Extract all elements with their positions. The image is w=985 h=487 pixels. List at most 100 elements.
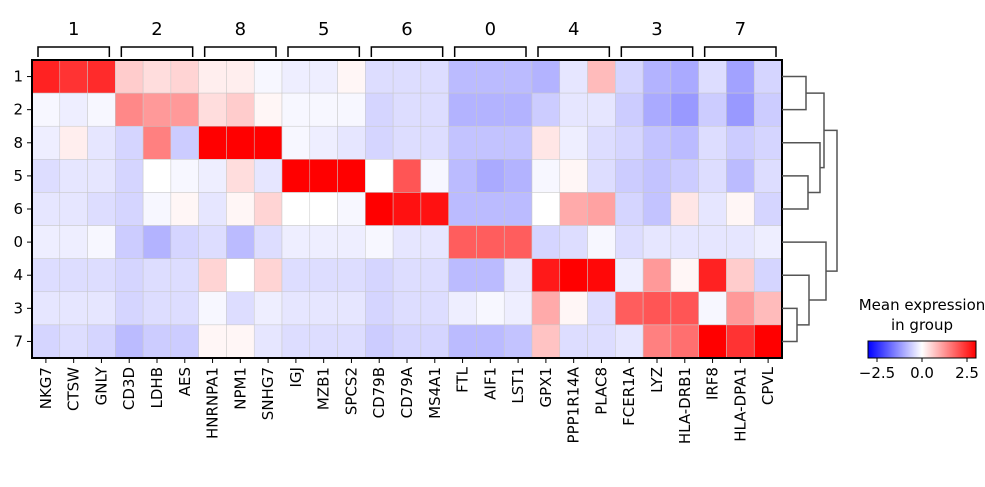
heatmap-cell [642, 324, 672, 359]
heatmap-cell [587, 159, 616, 193]
heatmap-cell [309, 291, 338, 326]
heatmap-cell [253, 291, 283, 326]
heatmap-cell [670, 258, 699, 293]
heatmap-cell [253, 159, 283, 193]
heatmap-cell [642, 258, 672, 293]
heatmap-cell [281, 324, 311, 359]
heatmap-cell [698, 225, 727, 259]
heatmap-cell [615, 225, 644, 259]
row-label: 6 [13, 200, 23, 218]
heatmap-cell [253, 324, 283, 359]
heatmap-cell [365, 291, 394, 326]
group-bracket [537, 46, 611, 57]
heatmap-cell [559, 258, 588, 293]
row-label: 0 [13, 233, 23, 251]
heatmap-cell [615, 291, 644, 326]
heatmap-cell [670, 92, 699, 127]
dendrogram-link [782, 75, 807, 111]
heatmap-cell [448, 291, 477, 326]
heatmap-cell [698, 92, 727, 127]
heatmap-cell [142, 258, 172, 293]
heatmap-cell [253, 92, 283, 127]
heatmap-cell [392, 324, 422, 359]
heatmap-cell [281, 225, 311, 259]
heatmap-cell [726, 225, 755, 259]
heatmap-cell [753, 324, 783, 359]
heatmap-cell [615, 125, 644, 160]
heatmap-cell [198, 125, 227, 160]
column-label: CD3D [120, 367, 138, 410]
heatmap-cell [59, 125, 88, 160]
heatmap-cell [365, 192, 394, 226]
heatmap-cell [142, 92, 172, 127]
heatmap-cell [142, 159, 172, 193]
heatmap-cell [309, 324, 338, 359]
heatmap-cell [642, 59, 672, 94]
heatmap-cell [642, 225, 672, 259]
row-label: 8 [13, 134, 23, 152]
heatmap-cell [392, 225, 422, 259]
heatmap-cell [59, 92, 88, 127]
heatmap-cell [503, 125, 533, 160]
heatmap-cell [753, 159, 783, 193]
heatmap-cell [559, 225, 588, 259]
column-labels: NKG7 CTSW GNLY CD3D LDHB AES HNRNPA1 NPM1 SNHG7 I… [37, 358, 777, 444]
heatmap-cell [476, 225, 505, 259]
heatmap-cell [87, 125, 116, 160]
row-label: 1 [13, 68, 23, 86]
group-bracket [37, 46, 111, 57]
group-bracket [287, 46, 361, 57]
heatmap-cell [281, 59, 311, 94]
column-label: HLA-DRB1 [676, 367, 694, 444]
column-label: MS4A1 [426, 367, 444, 419]
heatmap-cell [420, 225, 449, 259]
heatmap-cell [31, 258, 61, 293]
heatmap-cell [531, 291, 561, 326]
heatmap-cell [726, 192, 755, 226]
heatmap-cell [142, 291, 172, 326]
heatmap-cell [503, 324, 533, 359]
heatmap-cell [142, 59, 172, 94]
heatmap-cell [59, 192, 88, 226]
heatmap-cell [115, 225, 144, 259]
group-bracket [453, 46, 527, 57]
column-label: NKG7 [37, 367, 55, 409]
heatmap-cell [587, 92, 616, 127]
colorbar-tick-label: −2.5 [859, 364, 895, 382]
heatmap-cell [503, 225, 533, 259]
heatmap-cell [726, 324, 755, 359]
heatmap-cell [503, 159, 533, 193]
heatmap-cell [365, 125, 394, 160]
heatmap-cell [115, 59, 144, 94]
heatmap-cell [337, 125, 366, 160]
column-label: AES [176, 367, 194, 396]
heatmap-cell [670, 59, 699, 94]
heatmap-cell [448, 59, 477, 94]
heatmap-cell [337, 92, 366, 127]
heatmap-cell [670, 291, 699, 326]
heatmap-cell [170, 225, 199, 259]
heatmap-cell [253, 225, 283, 259]
heatmap-cell [87, 258, 116, 293]
heatmap-cells [31, 59, 783, 359]
heatmap-cell [670, 324, 699, 359]
heatmap-cell [531, 59, 561, 94]
heatmap-cell [198, 159, 227, 193]
dendrogram-link [806, 92, 825, 169]
heatmap-cell [365, 324, 394, 359]
heatmap-cell [559, 59, 588, 94]
heatmap-cell [587, 192, 616, 226]
heatmap-cell [698, 125, 727, 160]
heatmap-cell [309, 258, 338, 293]
dendrogram-link [782, 307, 798, 343]
heatmap-cell [337, 225, 366, 259]
column-label: GNLY [92, 366, 110, 405]
heatmap-cell [31, 125, 61, 160]
heatmap-cell [587, 324, 616, 359]
column-label: FTL [454, 366, 472, 393]
heatmap-cell [281, 291, 311, 326]
heatmap-cell [170, 59, 199, 94]
heatmap-cell [670, 125, 699, 160]
heatmap-cell [420, 258, 449, 293]
heatmap-cell [420, 291, 449, 326]
